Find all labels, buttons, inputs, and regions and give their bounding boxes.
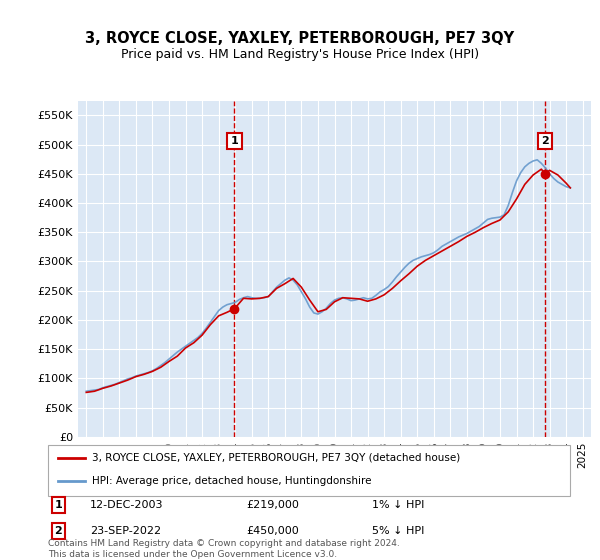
Text: 1: 1 <box>55 500 62 510</box>
FancyBboxPatch shape <box>48 445 570 496</box>
Text: 2: 2 <box>541 136 549 146</box>
Text: £450,000: £450,000 <box>247 526 299 536</box>
Text: 1: 1 <box>230 136 238 146</box>
Text: 3, ROYCE CLOSE, YAXLEY, PETERBOROUGH, PE7 3QY (detached house): 3, ROYCE CLOSE, YAXLEY, PETERBOROUGH, PE… <box>92 453 461 463</box>
Text: Contains HM Land Registry data © Crown copyright and database right 2024.
This d: Contains HM Land Registry data © Crown c… <box>48 539 400 559</box>
Text: 3, ROYCE CLOSE, YAXLEY, PETERBOROUGH, PE7 3QY: 3, ROYCE CLOSE, YAXLEY, PETERBOROUGH, PE… <box>85 31 515 46</box>
Text: 12-DEC-2003: 12-DEC-2003 <box>90 500 163 510</box>
Text: Price paid vs. HM Land Registry's House Price Index (HPI): Price paid vs. HM Land Registry's House … <box>121 48 479 60</box>
Text: 5% ↓ HPI: 5% ↓ HPI <box>371 526 424 536</box>
Text: HPI: Average price, detached house, Huntingdonshire: HPI: Average price, detached house, Hunt… <box>92 477 372 487</box>
Text: 23-SEP-2022: 23-SEP-2022 <box>90 526 161 536</box>
Text: 1% ↓ HPI: 1% ↓ HPI <box>371 500 424 510</box>
Text: 2: 2 <box>55 526 62 536</box>
Text: £219,000: £219,000 <box>247 500 299 510</box>
